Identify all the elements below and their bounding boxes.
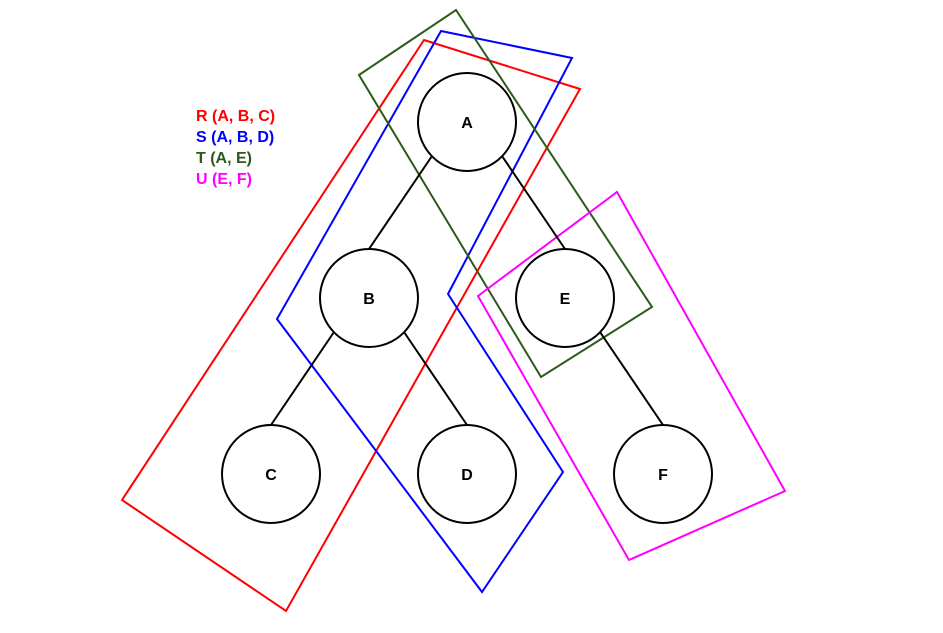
- edge-e-f: [599, 331, 664, 426]
- hyperedge-s-outline: [275, 29, 574, 594]
- legend: R (A, B, C) S (A, B, D) T (A, E) U (E, F…: [196, 106, 275, 190]
- hyperedge-r-outline: [120, 38, 582, 613]
- node-f-label: F: [658, 467, 668, 484]
- edge-a-e: [501, 155, 566, 250]
- legend-item-s: S (A, B, D): [196, 129, 275, 146]
- hyperedge-u-outline: [476, 190, 787, 562]
- legend-item-t: T (A, E): [196, 150, 252, 167]
- node-f: F: [613, 424, 713, 524]
- node-c-label: C: [265, 467, 277, 484]
- node-d: D: [417, 424, 517, 524]
- edge-a-b: [368, 155, 433, 250]
- legend-item-u: U (E, F): [196, 171, 252, 188]
- node-e-label: E: [560, 291, 571, 308]
- edge-b-d: [403, 331, 468, 426]
- node-a: A: [417, 72, 517, 172]
- node-b-label: B: [363, 291, 375, 308]
- node-e: E: [515, 248, 615, 348]
- hyperedge-t-outline: [357, 8, 654, 379]
- node-b: B: [319, 248, 419, 348]
- node-c: C: [221, 424, 321, 524]
- node-a-label: A: [461, 115, 473, 132]
- edge-b-c: [270, 331, 335, 426]
- legend-item-r: R (A, B, C): [196, 108, 276, 125]
- node-d-label: D: [461, 467, 473, 484]
